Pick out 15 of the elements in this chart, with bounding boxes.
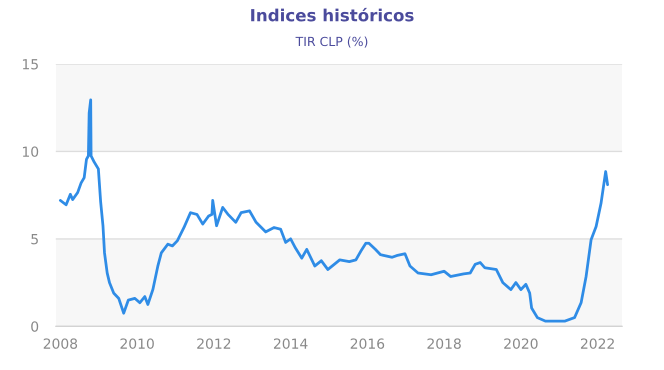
y-tick-label: 15 [22, 59, 38, 70]
x-tick-label: 2022 [580, 338, 614, 349]
x-tick-label: 2008 [44, 338, 78, 349]
y-tick-label: 0 [31, 321, 38, 332]
x-tick-label: 2016 [350, 338, 384, 349]
x-tick-label: 2012 [197, 338, 230, 349]
line-series [58, 98, 609, 322]
chart-title: Indices históricos [251, 8, 414, 22]
y-tick-label: 5 [31, 234, 38, 244]
x-tick-label: 2020 [504, 338, 538, 349]
x-tick-label: 2018 [427, 338, 461, 349]
x-tick-label: 2010 [120, 338, 154, 349]
y-tick-label: 10 [22, 146, 38, 157]
x-tick-label: 2014 [274, 338, 308, 349]
chart-subtitle: TIR CLP (%) [296, 36, 368, 48]
